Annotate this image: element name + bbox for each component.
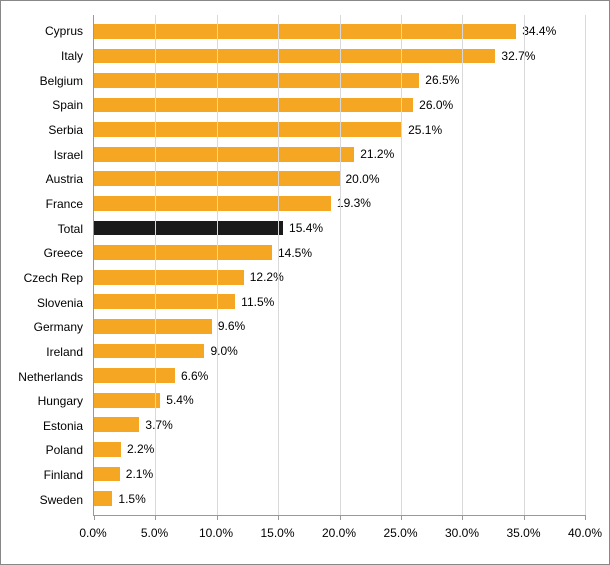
bar: 6.6% (94, 368, 175, 383)
bar: 9.6% (94, 319, 212, 334)
y-axis-category-label: Cyprus (1, 19, 89, 44)
x-axis-tick-label: 30.0% (445, 526, 479, 540)
bar-value-label: 1.5% (112, 492, 145, 506)
y-axis-category-label: Italy (1, 44, 89, 69)
y-axis-category-label: Poland (1, 438, 89, 463)
y-axis-category-label: Czech Rep (1, 266, 89, 291)
gridline (524, 15, 525, 515)
x-axis-tick-label: 10.0% (199, 526, 233, 540)
x-axis-tick-label: 15.0% (260, 526, 294, 540)
x-axis-tick-label: 25.0% (383, 526, 417, 540)
bar: 32.7% (94, 49, 495, 64)
bar-value-label: 34.4% (516, 24, 556, 38)
bar-value-label: 15.4% (283, 221, 323, 235)
bar-value-label: 26.5% (419, 73, 459, 87)
x-axis-tick-label: 40.0% (568, 526, 602, 540)
x-axis-tick-label: 5.0% (141, 526, 168, 540)
bar-value-label: 11.5% (235, 295, 274, 309)
y-axis-category-label: Sweden (1, 487, 89, 512)
y-axis-labels: CyprusItalyBelgiumSpainSerbiaIsraelAustr… (1, 19, 89, 512)
bar: 3.7% (94, 417, 139, 432)
bar: 15.4% (94, 221, 283, 236)
bar-value-label: 25.1% (402, 123, 442, 137)
x-axis-tick-label: 0.0% (79, 526, 106, 540)
x-axis-tick-label: 35.0% (506, 526, 540, 540)
y-axis-category-label: Germany (1, 315, 89, 340)
bar: 14.5% (94, 245, 272, 260)
bar-value-label: 32.7% (495, 49, 535, 63)
bar: 12.2% (94, 270, 244, 285)
plot-area: 34.4% 32.7% 26.5% 26.0% 25.1% 21.2% 20.0% 19.3%… (93, 15, 585, 516)
y-axis-category-label: Belgium (1, 68, 89, 93)
bar-value-label: 19.3% (331, 196, 371, 210)
y-axis-category-label: Estonia (1, 414, 89, 439)
bar-value-label: 6.6% (175, 369, 208, 383)
y-axis-category-label: Total (1, 216, 89, 241)
bar: 25.1% (94, 122, 402, 137)
y-axis-category-label: Hungary (1, 389, 89, 414)
bar-value-label: 2.2% (121, 442, 154, 456)
y-axis-category-label: Netherlands (1, 364, 89, 389)
bar: 21.2% (94, 147, 354, 162)
x-axis-tick-label: 20.0% (322, 526, 356, 540)
x-axis-labels: 0.0%5.0%10.0%15.0%20.0%25.0%30.0%35.0%40… (93, 520, 585, 564)
bar: 34.4% (94, 24, 516, 39)
bar: 2.2% (94, 442, 121, 457)
gridline (462, 15, 463, 515)
x-tick (585, 515, 586, 520)
gridline (278, 15, 279, 515)
y-axis-category-label: Spain (1, 93, 89, 118)
y-axis-category-label: Israel (1, 142, 89, 167)
bar-value-label: 5.4% (160, 393, 193, 407)
bar: 1.5% (94, 491, 112, 506)
bar-value-label: 2.1% (120, 467, 153, 481)
bar: 26.5% (94, 73, 419, 88)
gridline (217, 15, 218, 515)
gridline (585, 15, 586, 515)
y-axis-category-label: Austria (1, 167, 89, 192)
gridline (155, 15, 156, 515)
bar-chart: CyprusItalyBelgiumSpainSerbiaIsraelAustr… (0, 0, 610, 565)
y-axis-category-label: Serbia (1, 118, 89, 143)
bar: 2.1% (94, 467, 120, 482)
y-axis-category-label: Slovenia (1, 290, 89, 315)
bar: 26.0% (94, 98, 413, 113)
gridline (340, 15, 341, 515)
y-axis-category-label: Finland (1, 463, 89, 488)
y-axis-category-label: France (1, 192, 89, 217)
bar: 9.0% (94, 344, 204, 359)
bar: 11.5% (94, 294, 235, 309)
bar-value-label: 9.0% (204, 344, 237, 358)
y-axis-category-label: Greece (1, 241, 89, 266)
bar: 19.3% (94, 196, 331, 211)
bar-value-label: 26.0% (413, 98, 453, 112)
bar-value-label: 21.2% (354, 147, 394, 161)
gridline (401, 15, 402, 515)
bar: 5.4% (94, 393, 160, 408)
y-axis-category-label: Ireland (1, 340, 89, 365)
bar-value-label: 20.0% (340, 172, 380, 186)
